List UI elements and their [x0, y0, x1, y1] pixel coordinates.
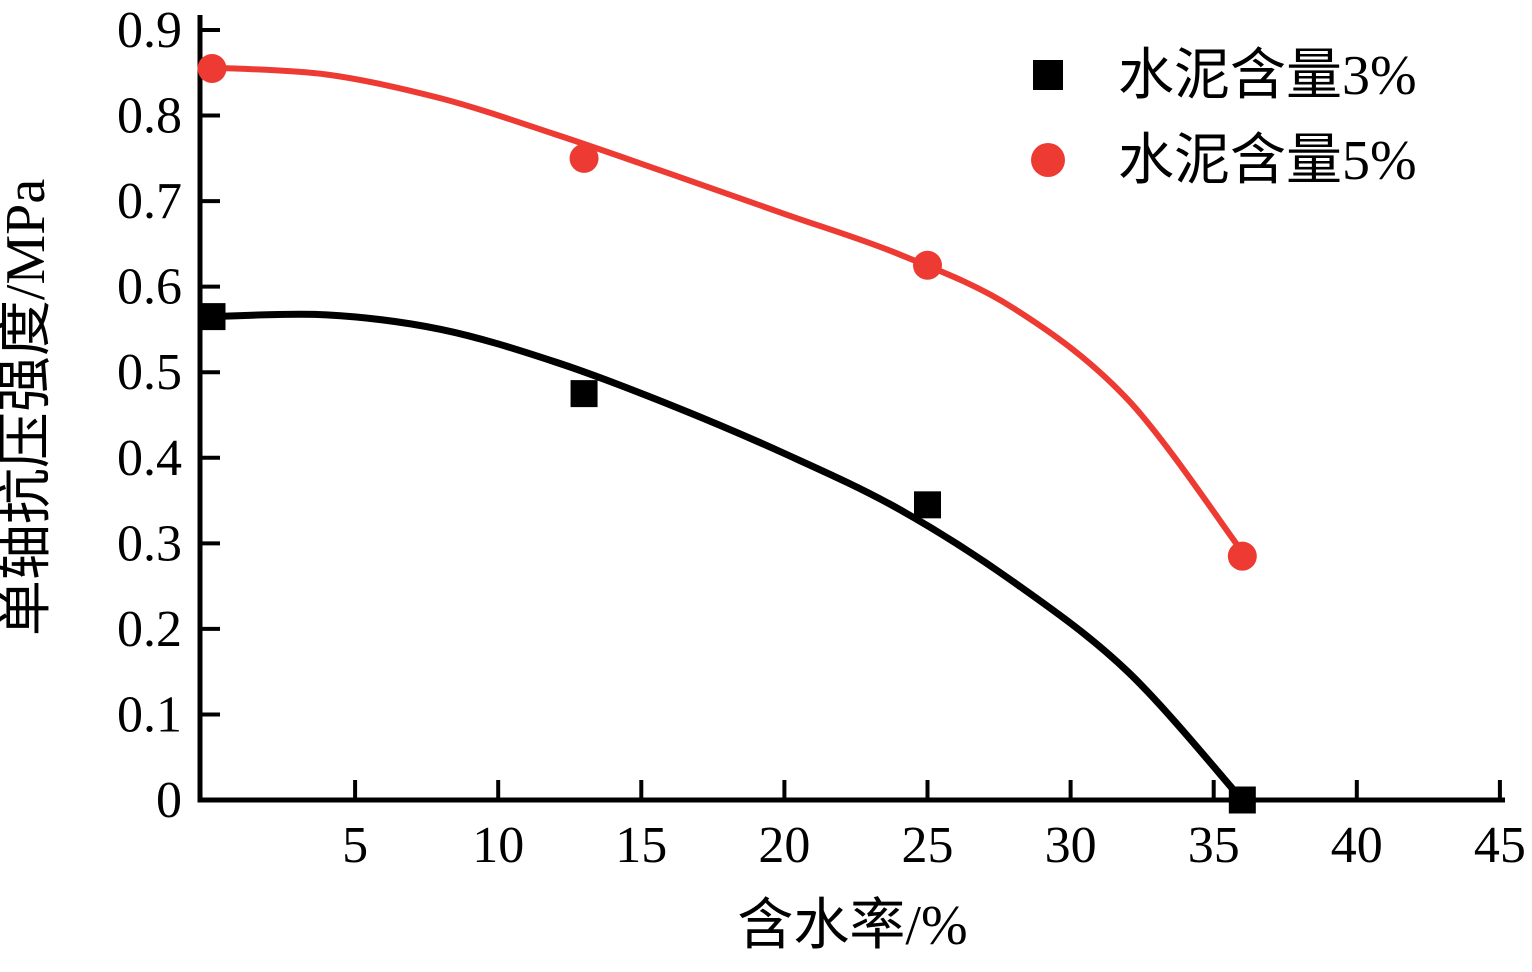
data-point-cement3: [198, 303, 226, 331]
fit-curve-cement5: [209, 64, 1246, 555]
x-tick-label: 15: [615, 817, 667, 874]
legend-label-cement3: 水泥含量3%: [1118, 45, 1417, 107]
x-tick-label: 20: [758, 817, 810, 874]
x-tick-label: 25: [902, 817, 954, 874]
legend-marker-circle-icon: [1031, 143, 1065, 177]
fit-curve-cement3: [208, 310, 1246, 804]
y-tick-label: 0.4: [117, 430, 182, 487]
x-tick-label: 40: [1331, 817, 1383, 874]
y-tick-label: 0.2: [117, 601, 182, 658]
y-tick-label: 0.5: [117, 344, 182, 401]
data-point-cement5: [1227, 541, 1257, 571]
data-point-cement5: [913, 250, 942, 280]
x-tick-label: 10: [472, 817, 524, 874]
data-point-cement5: [197, 54, 227, 83]
data-point-cement3: [570, 380, 598, 408]
x-tick-label: 5: [342, 817, 368, 874]
x-tick-label: 30: [1045, 817, 1097, 874]
y-tick-label: 0.7: [117, 173, 182, 230]
data-point-cement3: [1228, 786, 1256, 814]
x-tick-label: 45: [1474, 817, 1526, 874]
legend-marker-square-icon: [1033, 60, 1063, 90]
x-tick-label: 35: [1188, 817, 1240, 874]
y-tick-label: 0.1: [117, 686, 182, 743]
data-point-cement5: [569, 143, 599, 173]
y-tick-label: 0.8: [117, 88, 182, 145]
data-point-cement3: [914, 491, 941, 519]
x-axis-title: 含水率/%: [737, 895, 967, 957]
y-tick-label: 0: [156, 772, 182, 829]
y-axis-title: 单轴抗压强度/MPa: [0, 179, 57, 636]
y-tick-label: 0.6: [117, 259, 182, 316]
legend-label-cement5: 水泥含量5%: [1118, 130, 1417, 192]
y-tick-label: 0.9: [117, 2, 182, 59]
y-tick-label: 0.3: [117, 515, 182, 572]
